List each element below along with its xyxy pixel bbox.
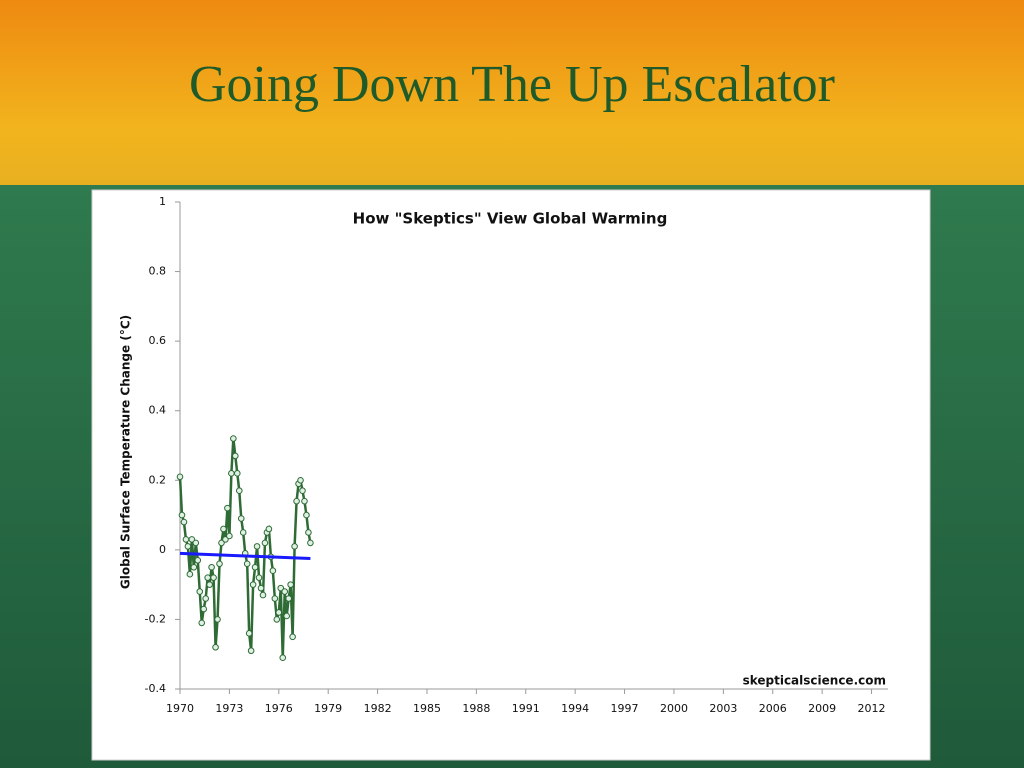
data-point — [297, 476, 304, 484]
x-tick-label: 1988 — [462, 702, 490, 715]
annotation: skepticalscience.com — [743, 674, 886, 688]
data-point — [285, 595, 292, 602]
chart-title: How "Skeptics" View Global Warming — [353, 210, 668, 228]
data-point — [281, 588, 289, 595]
x-tick-label: 2012 — [858, 702, 886, 715]
data-point — [190, 563, 198, 571]
data-point — [194, 556, 202, 564]
data-point — [291, 543, 298, 550]
x-tick-label: 2006 — [759, 702, 787, 715]
data-point — [200, 605, 208, 613]
data-point — [299, 487, 306, 495]
data-point — [307, 539, 314, 547]
data-point — [287, 581, 294, 588]
data-point — [232, 452, 239, 460]
data-point — [186, 570, 194, 578]
data-point — [239, 529, 247, 536]
data-point — [192, 539, 200, 547]
data-point — [182, 536, 190, 543]
data-point — [303, 511, 310, 519]
data-point — [178, 511, 186, 519]
data-point — [184, 543, 192, 550]
data-point — [233, 470, 241, 477]
y-tick-label: 1 — [159, 195, 166, 208]
data-point — [245, 630, 253, 637]
data-point — [228, 470, 235, 477]
data-point — [216, 560, 223, 568]
data-point — [259, 591, 267, 599]
x-tick-label: 1973 — [215, 702, 243, 715]
data-point — [251, 563, 259, 571]
header-band — [0, 0, 1024, 185]
x-tick-label: 2009 — [808, 702, 836, 715]
data-point — [275, 609, 283, 616]
x-tick-label: 1994 — [561, 702, 589, 715]
data-point — [237, 515, 245, 522]
data-point — [271, 595, 279, 602]
x-tick-label: 2003 — [709, 702, 737, 715]
y-tick-label: 0 — [159, 543, 166, 556]
x-tick-label: 1970 — [166, 702, 194, 715]
data-point — [180, 518, 188, 526]
y-tick-label: 0.8 — [149, 265, 167, 278]
data-point — [261, 539, 269, 547]
data-point — [289, 633, 296, 641]
slide-title: Going Down The Up Escalator — [188, 56, 835, 113]
data-point — [283, 612, 290, 620]
series-line — [179, 551, 311, 561]
data-point — [202, 595, 209, 602]
data-point — [249, 581, 257, 588]
data-point — [247, 647, 255, 655]
x-tick-label: 1976 — [265, 702, 293, 715]
data-point — [243, 560, 251, 568]
data-point — [226, 532, 233, 540]
data-point — [257, 584, 265, 592]
data-point — [220, 525, 227, 533]
y-tick-label: 0.2 — [149, 473, 167, 486]
y-tick-label: 0.4 — [149, 404, 167, 417]
data-point — [301, 497, 308, 505]
data-point — [206, 581, 213, 588]
x-tick-label: 1997 — [611, 702, 639, 715]
data-point — [224, 504, 231, 512]
x-tick-label: 1991 — [512, 702, 540, 715]
data-point — [198, 619, 206, 627]
data-point — [273, 616, 281, 623]
y-tick-label: 0.6 — [149, 334, 167, 347]
y-tick-label: -0.2 — [145, 612, 166, 625]
data-point — [204, 574, 211, 581]
data-point — [230, 435, 237, 442]
data-point — [212, 643, 219, 651]
data-point — [265, 525, 273, 533]
data-point — [305, 529, 312, 536]
data-point — [269, 567, 277, 575]
x-tick-label: 2000 — [660, 702, 688, 715]
data-point — [279, 654, 287, 661]
data-point — [214, 616, 221, 623]
data-point — [255, 574, 263, 581]
y-axis-label: Global Surface Temperature Change (°C) — [119, 315, 133, 589]
data-point — [235, 487, 243, 495]
x-tick-label: 1985 — [413, 702, 441, 715]
data-point — [196, 588, 204, 595]
data-point — [176, 473, 184, 481]
data-point — [293, 497, 300, 505]
data-point — [210, 574, 217, 581]
y-tick-label: -0.4 — [145, 682, 166, 695]
data-point — [208, 563, 215, 571]
data-point — [253, 543, 261, 550]
x-tick-label: 1979 — [314, 702, 342, 715]
x-tick-label: 1982 — [364, 702, 392, 715]
